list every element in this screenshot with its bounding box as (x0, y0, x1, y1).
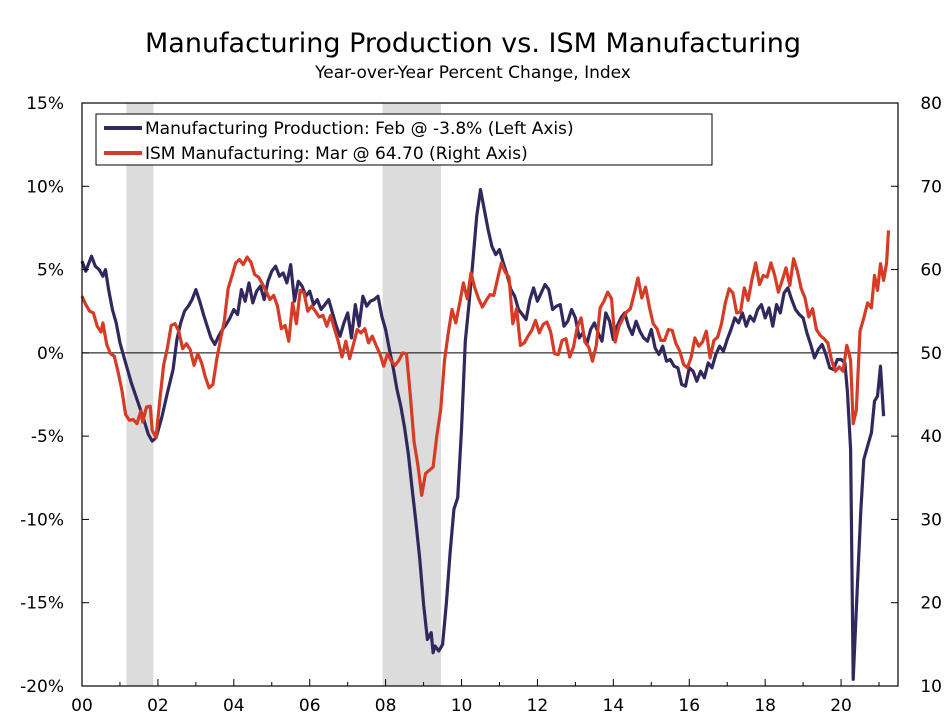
chart-subtitle: Year-over-Year Percent Change, Index (314, 63, 631, 83)
x-tick-label: 18 (754, 696, 776, 716)
x-tick-label: 10 (451, 696, 473, 716)
recession-shading (126, 103, 442, 686)
right-tick-label: 80 (920, 94, 942, 114)
left-tick-label: 10% (26, 177, 64, 197)
x-tick-label: 12 (527, 696, 549, 716)
left-tick-label: 0% (37, 344, 64, 364)
x-tick-label: 06 (299, 696, 321, 716)
left-tick-label: -10% (20, 510, 64, 530)
series-layer (80, 188, 891, 681)
legend-box (95, 113, 713, 166)
right-tick-label: 50 (920, 344, 942, 364)
x-tick-label: 16 (678, 696, 700, 716)
series-line-manufacturing-production (80, 188, 886, 681)
legend-label-ism-manufacturing: ISM Manufacturing: Mar @ 64.70 (Right Ax… (145, 144, 528, 164)
axes-layer: 15% 10% 5% 0% -5% -10% -15% -20% 80 70 60 50 40 30 20 1… (20, 94, 942, 716)
recession-band-0 (126, 103, 154, 686)
x-tick-label: 20 (830, 696, 852, 716)
x-tick-label: 00 (71, 696, 93, 716)
legend: Manufacturing Production: Feb @ -3.8% (L… (95, 113, 713, 166)
plot-frame (81, 102, 899, 687)
left-tick-label: -5% (31, 427, 64, 447)
right-tick-label: 60 (920, 261, 942, 281)
left-tick-label: 15% (26, 94, 64, 114)
left-tick-label: 5% (37, 261, 64, 281)
right-tick-label: 70 (920, 177, 942, 197)
x-tick-label: 14 (603, 696, 625, 716)
left-tick-label: -15% (20, 594, 64, 614)
series-line-ism-manufacturing (80, 230, 891, 497)
left-tick-label: -20% (20, 677, 64, 697)
legend-label-manufacturing-production: Manufacturing Production: Feb @ -3.8% (L… (145, 119, 574, 139)
right-tick-label: 10 (920, 677, 942, 697)
x-tick-label: 02 (147, 696, 169, 716)
chart-title: Manufacturing Production vs. ISM Manufac… (145, 28, 801, 59)
right-tick-label: 30 (920, 510, 942, 530)
right-tick-label: 20 (920, 594, 942, 614)
right-tick-label: 40 (920, 427, 942, 447)
x-tick-label: 04 (223, 696, 245, 716)
x-tick-label: 08 (375, 696, 397, 716)
